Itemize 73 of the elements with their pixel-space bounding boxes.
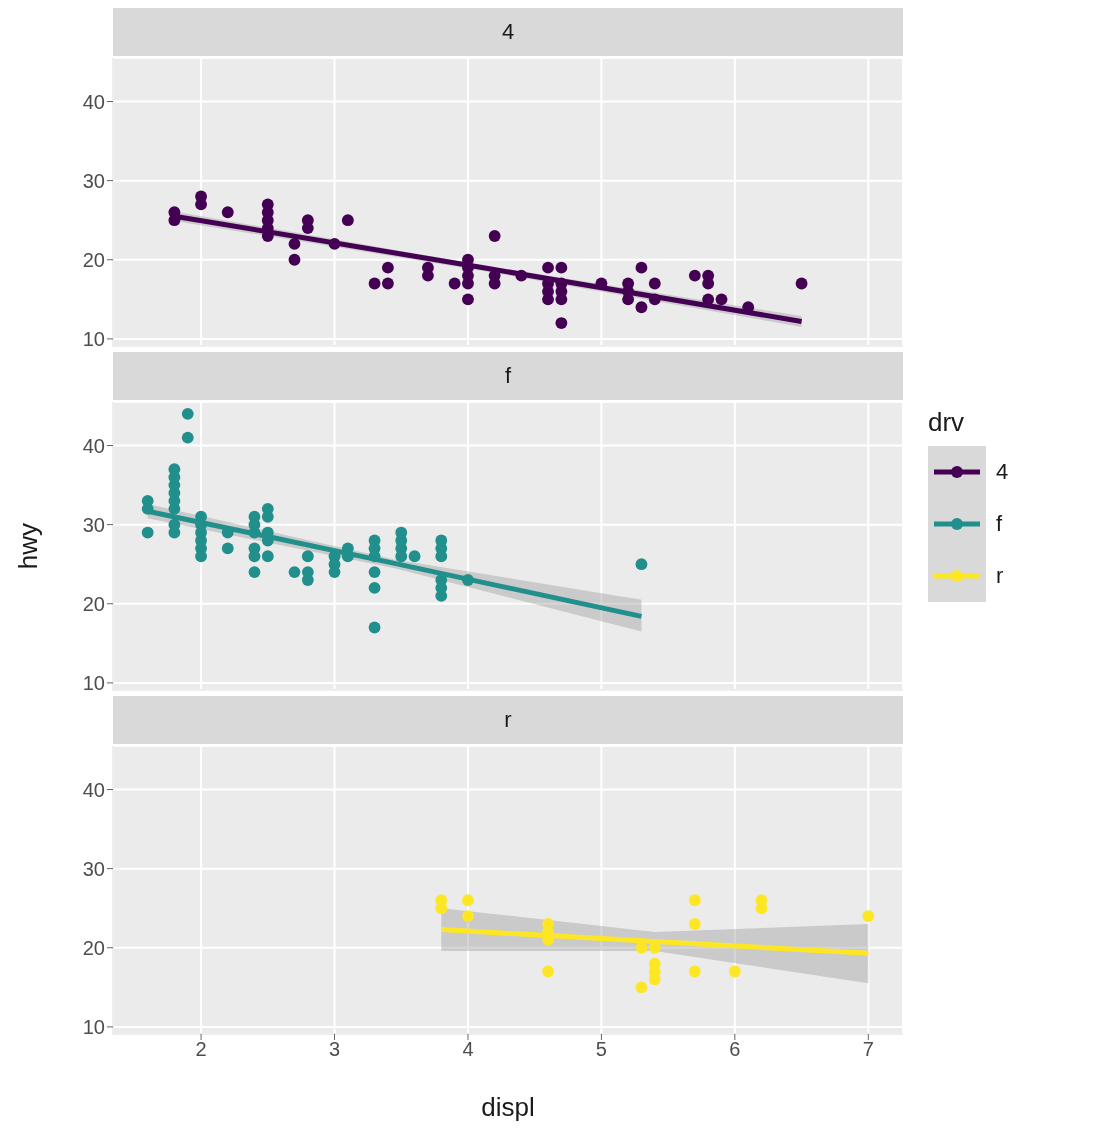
text: 4: [996, 458, 1009, 484]
point: [462, 910, 474, 923]
point: [381, 277, 394, 290]
point: [368, 277, 381, 290]
point: [141, 526, 154, 539]
point: [515, 269, 528, 282]
point: [462, 574, 474, 586]
point: [688, 894, 701, 907]
y-tick-label: 30: [82, 169, 105, 192]
point: [221, 206, 234, 219]
point: [181, 407, 194, 420]
y-tick-label: 40: [82, 434, 105, 457]
point: [688, 269, 701, 282]
y-tick-label: 10: [82, 327, 105, 350]
chart-title: f: [113, 352, 903, 400]
legend-title: drv: [928, 406, 966, 438]
point: [181, 431, 194, 444]
x-axis-title: displ: [481, 1092, 535, 1122]
point: [462, 293, 474, 306]
x-tick-label: 4: [462, 1038, 474, 1061]
text: r: [996, 562, 1004, 588]
point: [688, 918, 701, 930]
point: [248, 566, 261, 579]
point: [328, 238, 341, 250]
x-tick-label: 5: [595, 1038, 607, 1061]
y-tick-label: 20: [82, 592, 105, 615]
point: [381, 261, 394, 274]
x-tick-label: 2: [195, 1038, 207, 1061]
point: [795, 277, 808, 290]
y-tick-label: 30: [82, 857, 105, 880]
point: [448, 277, 461, 290]
point: [635, 301, 648, 314]
point: [408, 550, 421, 563]
point: [635, 981, 648, 994]
point: [648, 293, 661, 306]
point: [715, 293, 728, 306]
x-tick-label: 7: [862, 1038, 874, 1061]
point: [555, 317, 568, 329]
point: [301, 574, 314, 586]
point: [728, 965, 741, 978]
point: [542, 261, 554, 274]
legend-label: f: [996, 510, 1003, 537]
point: [555, 261, 568, 274]
point: [288, 566, 301, 579]
point: [635, 558, 648, 571]
y-tick-label: 40: [82, 778, 105, 801]
point: [301, 550, 314, 563]
y-axis-title: hwy: [13, 522, 44, 570]
point: [862, 910, 875, 923]
y-tick-label: 10: [82, 671, 105, 694]
point: [462, 894, 474, 907]
y-tick-label: 20: [82, 936, 105, 959]
point: [368, 566, 381, 579]
point: [688, 965, 701, 978]
point: [368, 582, 381, 594]
y-tick-label: 20: [82, 248, 105, 271]
point: [542, 965, 554, 978]
point: [341, 214, 354, 227]
point: [221, 542, 234, 555]
text: r: [113, 696, 903, 744]
point: [288, 253, 301, 266]
point: [261, 550, 274, 563]
x-tick-label: 6: [729, 1038, 741, 1061]
text: 4: [113, 8, 903, 56]
y-tick-label: 30: [82, 513, 105, 536]
x-tick-label: 3: [328, 1038, 341, 1061]
point: [368, 621, 381, 634]
point: [288, 238, 301, 250]
point: [488, 230, 501, 242]
point: [648, 277, 661, 290]
y-tick-label: 10: [82, 1015, 105, 1038]
point: [635, 261, 648, 274]
y-tick-label: 40: [82, 90, 105, 113]
